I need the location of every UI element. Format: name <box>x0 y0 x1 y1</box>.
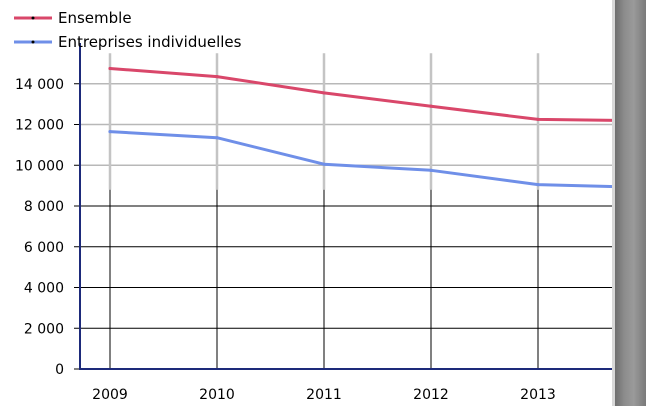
x-tick-label: 2011 <box>306 387 342 403</box>
y-tick-label: 6 000 <box>24 240 64 256</box>
y-tick-label: 4 000 <box>24 281 64 297</box>
legend: Ensemble Entreprises individuelles <box>14 9 242 51</box>
grid <box>80 53 615 369</box>
y-tick-label: 0 <box>55 362 64 378</box>
data-point[interactable] <box>215 75 219 79</box>
x-tick-label: 2010 <box>199 387 235 403</box>
y-tick-label: 12 000 <box>15 118 64 134</box>
data-point[interactable] <box>429 168 433 172</box>
data-point[interactable] <box>215 136 219 140</box>
tick-labels: 0 2 000 4 000 6 000 8 000 10 000 12 000 14 000 2… <box>15 77 556 403</box>
x-tick-label: 2009 <box>92 387 128 403</box>
scrollbar-edge <box>612 0 615 406</box>
y-tick-label: 10 000 <box>15 158 64 174</box>
data-point[interactable] <box>108 130 112 134</box>
x-tick-label: 2012 <box>413 387 449 403</box>
series <box>108 66 617 189</box>
legend-item-ensemble[interactable]: Ensemble <box>14 9 132 27</box>
y-tick-label: 2 000 <box>24 321 64 337</box>
series-line-entreprises-individuelles[interactable] <box>109 130 616 189</box>
data-point[interactable] <box>322 162 326 166</box>
y-tick-label: 14 000 <box>15 77 64 93</box>
data-point[interactable] <box>322 91 326 95</box>
legend-label-ensemble: Ensemble <box>58 9 132 27</box>
data-point[interactable] <box>536 183 540 187</box>
x-tick-label: 2013 <box>520 387 556 403</box>
vertical-scrollbar[interactable] <box>615 0 646 406</box>
data-point[interactable] <box>429 104 433 108</box>
series-line-ensemble[interactable] <box>109 67 616 122</box>
data-point[interactable] <box>108 66 112 71</box>
legend-item-entreprises-individuelles[interactable]: Entreprises individuelles <box>14 33 242 51</box>
legend-label-entreprises-individuelles: Entreprises individuelles <box>58 33 242 51</box>
data-point[interactable] <box>536 117 540 122</box>
legend-marker-entreprises <box>31 40 35 44</box>
axes <box>74 43 615 370</box>
y-tick-label: 8 000 <box>24 199 64 215</box>
legend-marker-ensemble <box>31 16 35 20</box>
